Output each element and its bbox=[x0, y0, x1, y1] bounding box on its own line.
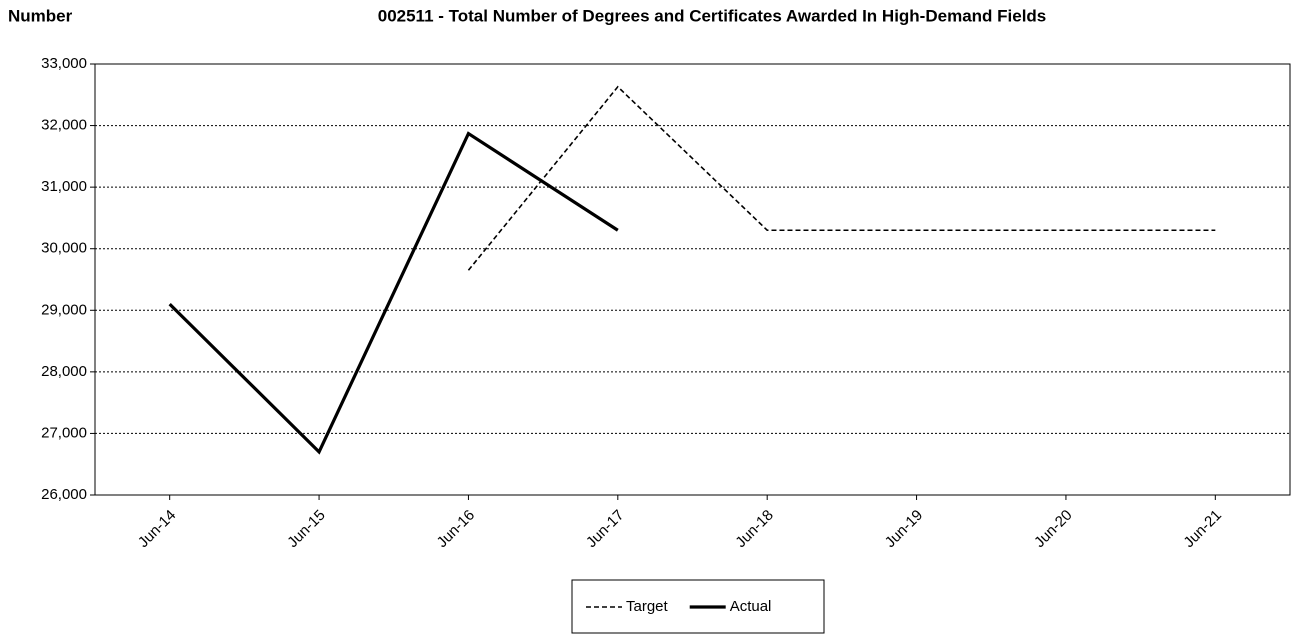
x-tick-label: Jun-16 bbox=[434, 507, 478, 551]
legend-label: Target bbox=[626, 598, 669, 615]
x-tick-label: Jun-14 bbox=[135, 507, 179, 551]
y-axis-label: Number bbox=[8, 6, 73, 25]
series-line bbox=[168, 131, 619, 455]
x-tick-label: Jun-19 bbox=[882, 507, 926, 551]
x-tick-label: Jun-15 bbox=[284, 507, 328, 551]
y-tick-label: 26,000 bbox=[41, 486, 87, 503]
x-tick-label: Jun-17 bbox=[583, 507, 627, 551]
chart-title: 002511 - Total Number of Degrees and Cer… bbox=[378, 6, 1047, 25]
y-tick-label: 30,000 bbox=[41, 240, 87, 257]
y-tick-label: 31,000 bbox=[41, 178, 87, 195]
y-tick-label: 27,000 bbox=[41, 424, 87, 441]
x-tick-label: Jun-21 bbox=[1180, 507, 1224, 551]
y-tick-label: 29,000 bbox=[41, 301, 87, 318]
y-tick-label: 33,000 bbox=[41, 55, 87, 72]
x-tick-label: Jun-20 bbox=[1031, 507, 1075, 551]
y-tick-label: 28,000 bbox=[41, 363, 87, 380]
y-tick-label: 32,000 bbox=[41, 117, 87, 134]
legend-label: Actual bbox=[730, 598, 772, 615]
x-tick-label: Jun-18 bbox=[732, 507, 776, 551]
plot-area bbox=[94, 63, 1291, 496]
series-line bbox=[467, 85, 1216, 271]
